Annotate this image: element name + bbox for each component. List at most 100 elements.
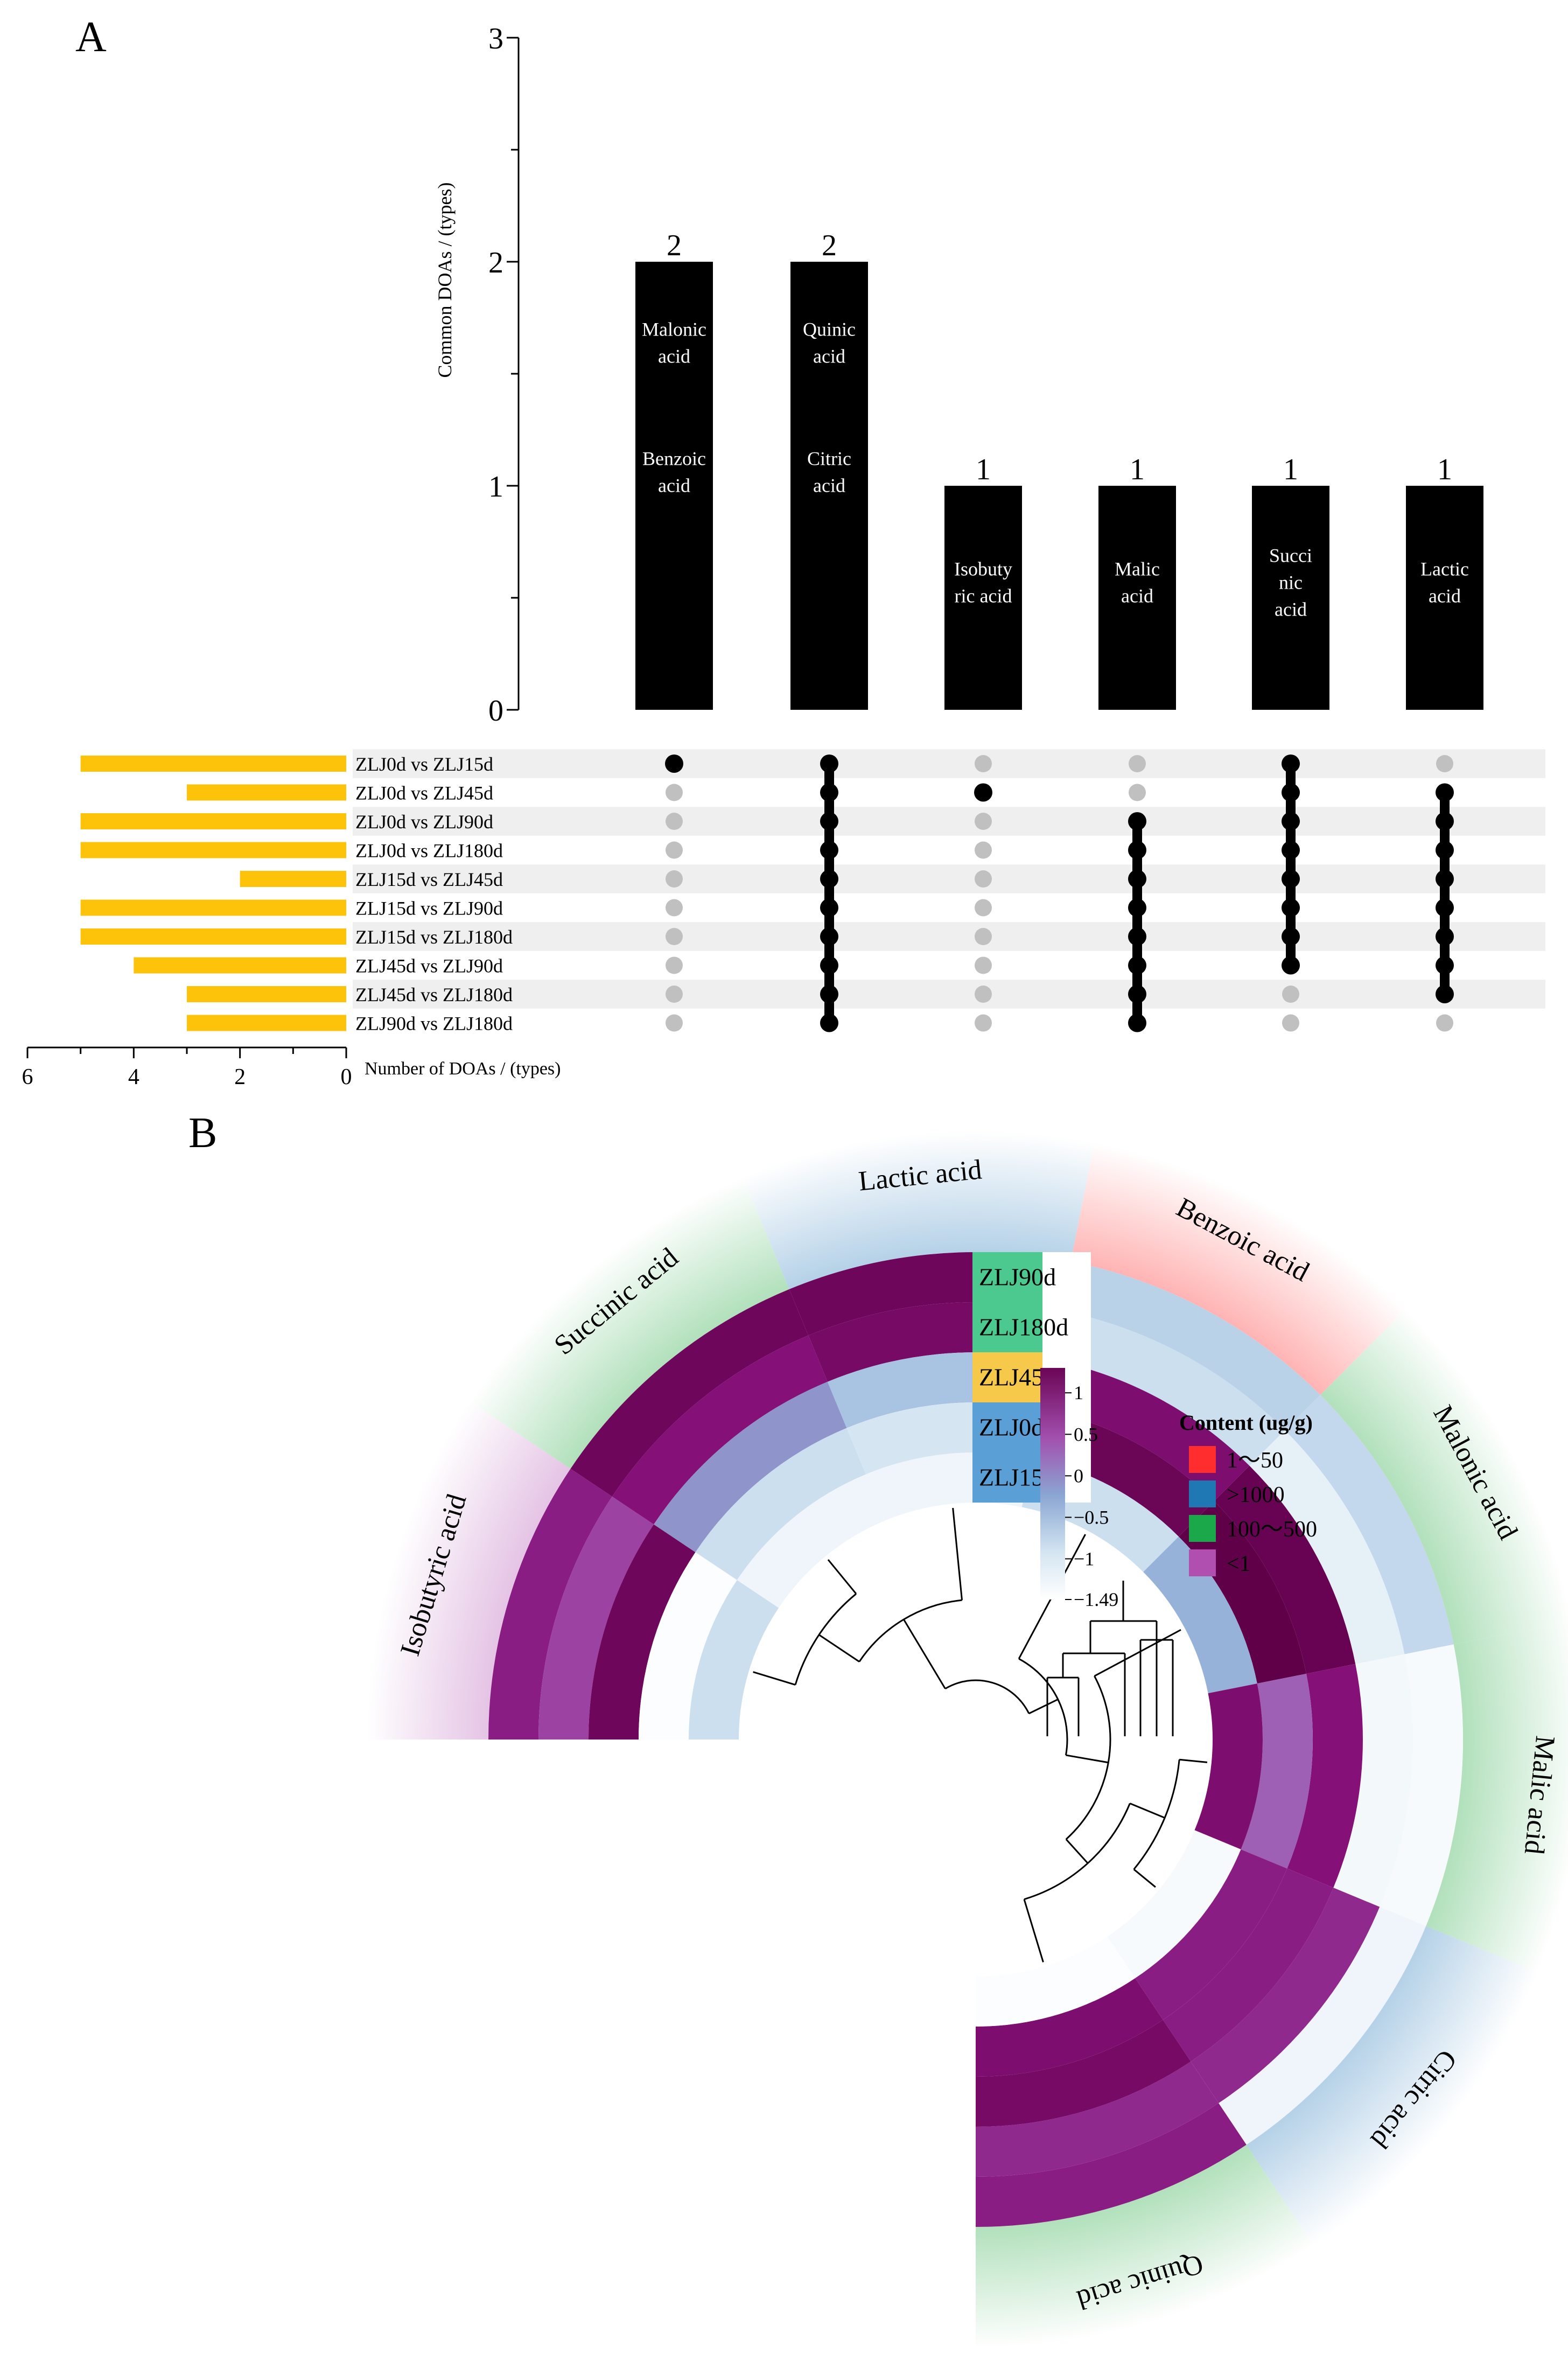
row-stripe	[353, 922, 1545, 951]
membership-dot-empty	[975, 1014, 992, 1032]
bar-acid-label: acid	[658, 345, 690, 367]
membership-dot-filled	[1436, 870, 1454, 888]
membership-dot-filled	[1282, 956, 1300, 975]
membership-dot-filled	[1436, 956, 1454, 975]
heatmap-cell	[1333, 1654, 1413, 1907]
legend-item: >1000	[1189, 1480, 1285, 1507]
heatmap-cell	[1249, 1430, 1405, 1664]
heatmap-cell	[1241, 1673, 1313, 1869]
membership-dot-empty	[666, 899, 683, 917]
ring-label-swatch	[972, 1252, 1042, 1302]
set-name-label: ZLJ15d vs ZLJ180d	[355, 926, 513, 948]
legend-swatch	[1189, 1480, 1216, 1507]
heatmap-cell	[488, 1469, 612, 1740]
ring-label-swatch	[972, 1452, 1042, 1503]
legend-item: 1～50	[1189, 1446, 1283, 1473]
set-size-axis: 6 4 2 0	[22, 1046, 352, 1089]
y-tick-label: 3	[488, 22, 503, 55]
membership-dot-empty	[975, 870, 992, 888]
heatmap-cell	[1107, 1830, 1241, 1979]
ring-label: ZLJ15d	[972, 1452, 1091, 1503]
legend: Content (ug/g) 1～50 >1000 100～500 <1	[1179, 1410, 1317, 1576]
ring-label: ZLJ45d	[972, 1352, 1091, 1402]
legend-label: 1～50	[1227, 1448, 1283, 1473]
membership-dot-filled	[820, 870, 838, 888]
heatmap-cell	[1191, 1888, 1380, 2104]
colorbar-tick-label: −0.5	[1074, 1506, 1109, 1528]
membership-dot-filled	[1128, 956, 1146, 975]
membership-dot-filled	[1128, 985, 1146, 1003]
dendrogram-branch	[858, 1599, 962, 1663]
membership-dot-empty	[1436, 1014, 1453, 1032]
membership-dot-filled	[820, 985, 838, 1003]
membership-dot-filled	[820, 812, 838, 830]
dendrogram-branch	[1028, 1699, 1059, 1715]
membership-dot-empty	[975, 899, 992, 917]
dendrogram-branch	[827, 1559, 857, 1595]
set-size-bar	[187, 1015, 346, 1031]
dendrogram-branch	[952, 1507, 963, 1601]
ring-label-swatch	[972, 1402, 1042, 1452]
bar-acid-label: Quinic	[803, 318, 856, 340]
membership-dot-filled	[1128, 927, 1146, 946]
membership-dot-empty	[1282, 1014, 1299, 1032]
membership-dot-empty	[975, 956, 992, 974]
bar-value-label: 2	[822, 229, 837, 262]
set-name-label: ZLJ0d vs ZLJ45d	[355, 783, 493, 804]
intersection-bar	[1098, 486, 1176, 710]
bar-value-label: 1	[976, 453, 991, 486]
membership-dot-empty	[666, 813, 683, 830]
membership-dot-empty	[666, 986, 683, 1003]
membership-dot-empty	[666, 956, 683, 974]
heatmap-cell	[639, 1552, 737, 1740]
heatmap-cell	[570, 1289, 809, 1497]
y-axis: 0 1 2 3	[488, 22, 520, 728]
set-name-label: ZLJ15d vs ZLJ90d	[355, 898, 503, 919]
bar-acid-label: Malic	[1115, 558, 1160, 579]
bar-acid-label: acid	[1121, 585, 1153, 606]
membership-dot-filled	[820, 956, 838, 975]
y-tick-label: 0	[488, 694, 503, 728]
colorbar-tick-label: −1	[1074, 1548, 1094, 1569]
legend-swatch	[1189, 1446, 1216, 1473]
membership-dot-filled	[1128, 1014, 1146, 1032]
set-size-bar	[80, 756, 346, 772]
membership-dot-filled	[820, 841, 838, 860]
row-stripe	[353, 807, 1545, 836]
ring-labels: ZLJ90d ZLJ180d ZLJ45d ZLJ0d ZLJ15d	[972, 1252, 1091, 1503]
membership-dot-filled	[1436, 927, 1454, 946]
bar-acid-label: Malonic	[642, 318, 706, 340]
colorbar-tick-label: 0.5	[1074, 1423, 1098, 1445]
dendrogram-branch	[944, 1679, 1030, 1714]
dendrogram-branch	[1065, 1675, 1111, 1840]
membership-dot-filled	[1128, 841, 1146, 860]
ring-label-swatch	[972, 1352, 1042, 1402]
membership-dot-filled	[1436, 898, 1454, 917]
membership-dot-empty	[975, 813, 992, 830]
dendrogram-branch	[1065, 1839, 1089, 1864]
membership-matrix	[665, 755, 1454, 1032]
membership-dot-filled	[1282, 870, 1300, 888]
panel-b-label: B	[188, 1109, 217, 1157]
legend-label: 100～500	[1227, 1517, 1317, 1542]
bar-acid-label: Isobuty	[954, 558, 1012, 579]
x-tick-label: 4	[128, 1065, 139, 1089]
y-tick-label: 1	[488, 470, 503, 504]
membership-dot-filled	[1282, 841, 1300, 860]
heatmap-cell	[976, 2020, 1191, 2127]
heatmap-cell	[538, 1496, 654, 1740]
heatmap-cell	[1214, 1465, 1356, 1674]
heatmap-cell	[976, 2061, 1219, 2177]
intersection-bar	[944, 486, 1022, 710]
membership-dot-empty	[666, 870, 683, 888]
set-name-label: ZLJ0d vs ZLJ180d	[355, 840, 503, 862]
membership-dot-filled	[1282, 783, 1300, 802]
panel-a-label: A	[75, 13, 107, 61]
ring-label-text: ZLJ180d	[979, 1313, 1068, 1340]
row-stripe	[353, 864, 1545, 893]
membership-dot-filled	[1128, 870, 1146, 888]
membership-dot-empty	[1129, 755, 1146, 772]
bar-acid-label: acid	[1429, 585, 1461, 606]
membership-dot-filled	[1436, 841, 1454, 860]
membership-dot-empty	[975, 841, 992, 859]
